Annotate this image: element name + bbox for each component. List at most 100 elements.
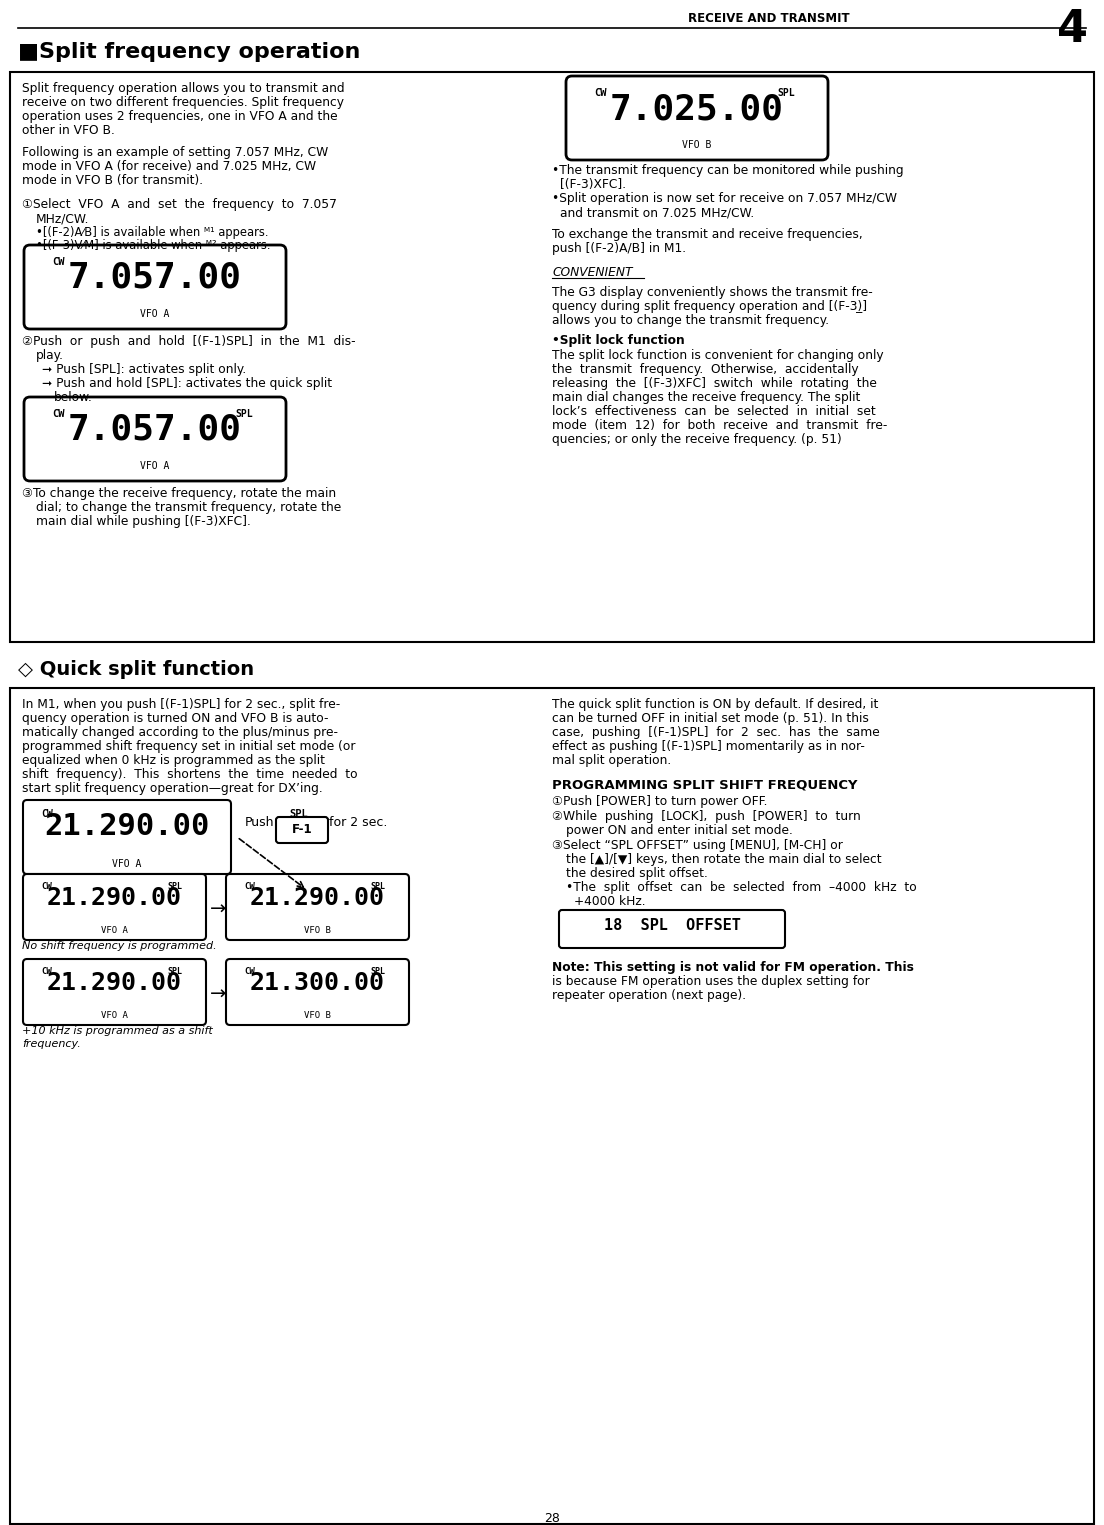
Text: case,  pushing  [(F-1)SPL]  for  2  sec.  has  the  same: case, pushing [(F-1)SPL] for 2 sec. has … [552, 726, 880, 740]
Text: CW: CW [41, 808, 53, 819]
Text: VFO A: VFO A [113, 859, 141, 869]
Text: Push: Push [245, 816, 275, 830]
Text: power ON and enter initial set mode.: power ON and enter initial set mode. [566, 824, 793, 837]
Text: and transmit on 7.025 MHz/CW.: and transmit on 7.025 MHz/CW. [560, 206, 754, 220]
Text: PROGRAMMING SPLIT SHIFT FREQUENCY: PROGRAMMING SPLIT SHIFT FREQUENCY [552, 778, 858, 791]
Text: F-1: F-1 [291, 824, 312, 836]
Text: mode  (item  12)  for  both  receive  and  transmit  fre-: mode (item 12) for both receive and tran… [552, 419, 888, 432]
Text: frequency.: frequency. [22, 1039, 81, 1049]
Text: mal split operation.: mal split operation. [552, 753, 671, 767]
Text: VFO A: VFO A [100, 1011, 127, 1020]
Text: operation uses 2 frequencies, one in VFO A and the: operation uses 2 frequencies, one in VFO… [22, 110, 338, 124]
Text: ②While  pushing  [LOCK],  push  [POWER]  to  turn: ②While pushing [LOCK], push [POWER] to t… [552, 810, 861, 824]
FancyBboxPatch shape [226, 874, 408, 939]
Bar [10, 688, 1094, 1523]
Text: quency operation is turned ON and VFO B is auto-: quency operation is turned ON and VFO B … [22, 712, 329, 724]
Text: 28: 28 [544, 1511, 560, 1525]
Text: →: → [210, 985, 226, 1003]
Text: main dial while pushing [(F-3)XFC].: main dial while pushing [(F-3)XFC]. [36, 515, 251, 528]
Text: SPL: SPL [777, 88, 795, 98]
Text: VFO B: VFO B [304, 926, 330, 935]
Text: CW: CW [594, 88, 606, 98]
Text: can be turned OFF in initial set mode (p. 51). In this: can be turned OFF in initial set mode (p… [552, 712, 869, 724]
Text: The G3 display conveniently shows the transmit fre-: The G3 display conveniently shows the tr… [552, 287, 873, 299]
Text: repeater operation (next page).: repeater operation (next page). [552, 990, 746, 1002]
Text: releasing  the  [(F-3)XFC]  switch  while  rotating  the: releasing the [(F-3)XFC] switch while ro… [552, 377, 877, 390]
Text: SPL: SPL [370, 967, 385, 976]
Text: 18  SPL  OFFSET: 18 SPL OFFSET [604, 918, 741, 933]
Text: mode in VFO B (for transmit).: mode in VFO B (for transmit). [22, 174, 203, 188]
FancyBboxPatch shape [24, 396, 286, 480]
Text: ②Push  or  push  and  hold  [(F-1)SPL]  in  the  M1  dis-: ②Push or push and hold [(F-1)SPL] in the… [22, 336, 355, 348]
Text: effect as pushing [(F-1)SPL] momentarily as in nor-: effect as pushing [(F-1)SPL] momentarily… [552, 740, 864, 753]
Text: VFO A: VFO A [140, 310, 170, 319]
Text: the desired split offset.: the desired split offset. [566, 868, 708, 880]
Text: •[(F-3)V⁄M] is available when ᴹ² appears.: •[(F-3)V⁄M] is available when ᴹ² appears… [36, 239, 270, 252]
Text: CW: CW [244, 967, 255, 976]
Text: the  transmit  frequency.  Otherwise,  accidentally: the transmit frequency. Otherwise, accid… [552, 363, 859, 377]
Text: 21.290.00: 21.290.00 [44, 811, 210, 840]
Text: •Split lock function: •Split lock function [552, 334, 684, 348]
Text: ➞ Push and hold [SPL]: activates the quick split: ➞ Push and hold [SPL]: activates the qui… [42, 377, 332, 390]
Text: The quick split function is ON by default. If desired, it: The quick split function is ON by defaul… [552, 698, 879, 711]
FancyBboxPatch shape [24, 246, 286, 329]
Text: →: → [210, 900, 226, 920]
Text: 4: 4 [1057, 8, 1089, 50]
Text: ➞ Push [SPL]: activates split only.: ➞ Push [SPL]: activates split only. [42, 363, 246, 377]
Text: ③To change the receive frequency, rotate the main: ③To change the receive frequency, rotate… [22, 486, 336, 500]
Text: push [(F-2)A/B] in M1.: push [(F-2)A/B] in M1. [552, 242, 686, 255]
Text: receive on two different frequencies. Split frequency: receive on two different frequencies. Sp… [22, 96, 344, 108]
Text: The split lock function is convenient for changing only: The split lock function is convenient fo… [552, 349, 883, 361]
FancyBboxPatch shape [276, 817, 328, 843]
Text: the [▲]/[▼] keys, then rotate the main dial to select: the [▲]/[▼] keys, then rotate the main d… [566, 852, 882, 866]
Text: quency during split frequency operation and [(F-3)̲]: quency during split frequency operation … [552, 300, 867, 313]
Text: 7.057.00: 7.057.00 [68, 261, 242, 294]
Text: shift  frequency).  This  shortens  the  time  needed  to: shift frequency). This shortens the time… [22, 769, 358, 781]
Text: CW: CW [41, 881, 52, 891]
Text: below.: below. [54, 390, 93, 404]
Text: 21.290.00: 21.290.00 [250, 886, 384, 910]
Text: +10 kHz is programmed as a shift: +10 kHz is programmed as a shift [22, 1026, 213, 1035]
Text: ◇ Quick split function: ◇ Quick split function [18, 660, 254, 679]
Text: 7.057.00: 7.057.00 [68, 413, 242, 447]
Text: SPL: SPL [370, 881, 385, 891]
Text: [(F-3)XFC].: [(F-3)XFC]. [560, 178, 626, 191]
Text: CW: CW [41, 967, 52, 976]
Text: In M1, when you push [(F-1)SPL] for 2 sec., split fre-: In M1, when you push [(F-1)SPL] for 2 se… [22, 698, 340, 711]
Text: matically changed according to the plus/minus pre-: matically changed according to the plus/… [22, 726, 338, 740]
Text: mode in VFO A (for receive) and 7.025 MHz, CW: mode in VFO A (for receive) and 7.025 MH… [22, 160, 316, 172]
Text: main dial changes the receive frequency. The split: main dial changes the receive frequency.… [552, 390, 860, 404]
Text: CW: CW [244, 881, 255, 891]
Text: •[(F-2)A⁄B] is available when ᴹ¹ appears.: •[(F-2)A⁄B] is available when ᴹ¹ appears… [36, 226, 268, 239]
Text: MHz/CW.: MHz/CW. [36, 212, 89, 226]
Text: ■Split frequency operation: ■Split frequency operation [18, 43, 360, 63]
Text: quencies; or only the receive frequency. (p. 51): quencies; or only the receive frequency.… [552, 433, 841, 445]
Text: SPL: SPL [167, 881, 182, 891]
Text: 21.300.00: 21.300.00 [250, 971, 384, 994]
Text: •Split operation is now set for receive on 7.057 MHz/CW: •Split operation is now set for receive … [552, 192, 896, 204]
Text: ③Select “SPL OFFSET” using [MENU], [M-CH] or: ③Select “SPL OFFSET” using [MENU], [M-CH… [552, 839, 842, 852]
Text: equalized when 0 kHz is programmed as the split: equalized when 0 kHz is programmed as th… [22, 753, 325, 767]
Text: CONVENIENT: CONVENIENT [552, 265, 633, 279]
Text: programmed shift frequency set in initial set mode (or: programmed shift frequency set in initia… [22, 740, 355, 753]
Text: 21.290.00: 21.290.00 [46, 971, 181, 994]
Text: •The  split  offset  can  be  selected  from  –4000  kHz  to: •The split offset can be selected from –… [566, 881, 916, 894]
Bar [10, 72, 1094, 642]
Text: No shift frequency is programmed.: No shift frequency is programmed. [22, 941, 216, 952]
Text: other in VFO B.: other in VFO B. [22, 124, 115, 137]
Text: VFO B: VFO B [682, 140, 712, 149]
FancyBboxPatch shape [23, 874, 206, 939]
Text: SPL: SPL [167, 967, 182, 976]
Text: SPL: SPL [289, 808, 308, 819]
FancyBboxPatch shape [23, 959, 206, 1025]
Text: ①Select  VFO  A  and  set  the  frequency  to  7.057: ①Select VFO A and set the frequency to 7… [22, 198, 337, 210]
FancyBboxPatch shape [226, 959, 408, 1025]
FancyBboxPatch shape [23, 801, 231, 874]
Text: is because FM operation uses the duplex setting for: is because FM operation uses the duplex … [552, 974, 870, 988]
Text: VFO A: VFO A [100, 926, 127, 935]
Text: CW: CW [52, 409, 64, 419]
Text: Following is an example of setting 7.057 MHz, CW: Following is an example of setting 7.057… [22, 146, 328, 159]
Text: Split frequency operation allows you to transmit and: Split frequency operation allows you to … [22, 82, 344, 95]
Text: for 2 sec.: for 2 sec. [329, 816, 388, 830]
Text: Note: This setting is not valid for FM operation. This: Note: This setting is not valid for FM o… [552, 961, 914, 974]
